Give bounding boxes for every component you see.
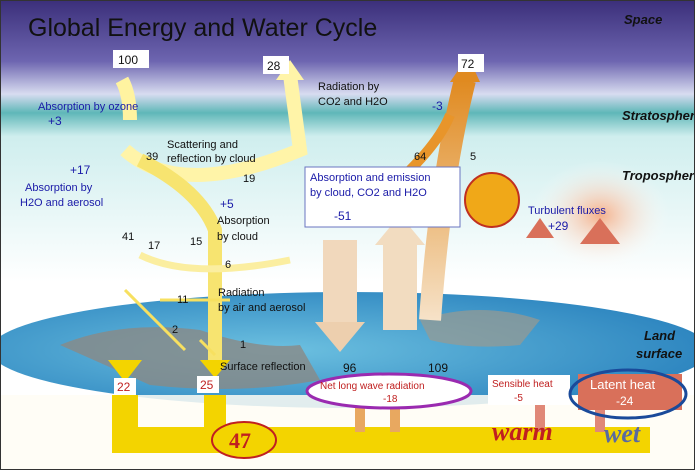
label: warm bbox=[492, 417, 553, 446]
label: Turbulent fluxes bbox=[528, 205, 606, 217]
sun-symbol bbox=[464, 172, 520, 228]
label: by cloud bbox=[217, 231, 258, 243]
value-box bbox=[458, 54, 484, 72]
label: Absorption and emission bbox=[310, 172, 430, 184]
value: 19 bbox=[243, 173, 255, 185]
value: 100 bbox=[118, 53, 138, 67]
label: wet bbox=[604, 419, 641, 448]
arrowhead bbox=[315, 322, 365, 352]
value: +17 bbox=[70, 163, 91, 177]
value: 25 bbox=[200, 378, 214, 392]
value: -18 bbox=[383, 394, 398, 405]
label: Radiation bbox=[218, 287, 264, 299]
total-ellipse bbox=[211, 421, 277, 459]
value: -51 bbox=[334, 209, 352, 223]
value: 22 bbox=[117, 380, 131, 394]
value: 1 bbox=[240, 339, 246, 351]
value: 15 bbox=[190, 236, 202, 248]
label: CO2 and H2O bbox=[318, 96, 388, 108]
arrowhead bbox=[108, 360, 142, 382]
value-box bbox=[197, 376, 219, 393]
latent-box bbox=[578, 374, 682, 410]
label: Scattering and bbox=[167, 139, 238, 151]
label: Absorption by bbox=[25, 182, 93, 194]
absorbed-flow bbox=[112, 395, 650, 453]
value: 47 bbox=[229, 428, 251, 453]
latent-ellipse bbox=[568, 368, 688, 420]
cloud-up-arrow bbox=[406, 113, 455, 174]
value: -3 bbox=[432, 99, 443, 113]
label: H2O and aerosol bbox=[20, 197, 103, 209]
arrowhead bbox=[276, 60, 304, 80]
arrowhead bbox=[200, 360, 230, 378]
cloud-arrow bbox=[136, 153, 222, 360]
value: 5 bbox=[470, 151, 476, 163]
layer-label: surface bbox=[636, 346, 682, 361]
value: 96 bbox=[343, 361, 357, 375]
label: Absorption by ozone bbox=[38, 101, 138, 113]
value: 109 bbox=[428, 361, 448, 375]
layer-label: Troposphere bbox=[622, 168, 695, 183]
label: Net long wave radiation bbox=[320, 381, 425, 392]
value: +3 bbox=[48, 114, 62, 128]
label: Radiation by bbox=[318, 81, 380, 93]
cloud-box bbox=[304, 166, 461, 228]
value: 39 bbox=[146, 151, 158, 163]
value: 64 bbox=[414, 151, 426, 163]
land bbox=[420, 310, 540, 347]
minor-arrows bbox=[123, 288, 230, 357]
label: Absorption bbox=[217, 215, 270, 227]
layer-label: Land bbox=[644, 328, 676, 343]
value-box bbox=[263, 56, 289, 74]
value: 72 bbox=[461, 57, 475, 71]
arrowhead bbox=[580, 218, 620, 244]
label: by cloud, CO2 and H2O bbox=[310, 187, 427, 199]
value: 2 bbox=[172, 324, 178, 336]
value: 41 bbox=[122, 231, 134, 243]
value-box bbox=[488, 375, 570, 405]
glow bbox=[530, 160, 670, 270]
value-box bbox=[114, 378, 136, 395]
value: -24 bbox=[616, 394, 634, 408]
net-ellipse bbox=[305, 372, 473, 410]
value: 11 bbox=[177, 294, 188, 306]
value: -5 bbox=[514, 393, 523, 404]
label: Latent heat bbox=[590, 377, 655, 392]
layer-label: Space bbox=[624, 12, 662, 27]
title: Global Energy and Water Cycle bbox=[28, 14, 377, 42]
ozone-arrow bbox=[115, 76, 137, 121]
label: Surface reflection bbox=[220, 361, 306, 373]
scatter-arrow bbox=[138, 251, 291, 273]
value-box bbox=[113, 50, 149, 68]
value: 6 bbox=[225, 259, 231, 271]
arrowhead bbox=[526, 218, 554, 238]
value: +29 bbox=[548, 219, 569, 233]
layer-label: Stratosphere bbox=[622, 108, 695, 123]
arrowhead bbox=[375, 215, 425, 245]
label: by air and aerosol bbox=[218, 302, 305, 314]
value: +5 bbox=[220, 197, 234, 211]
value: 28 bbox=[267, 59, 281, 73]
value: 17 bbox=[148, 240, 160, 252]
label: reflection by cloud bbox=[167, 153, 256, 165]
label: Sensible heat bbox=[492, 379, 553, 390]
